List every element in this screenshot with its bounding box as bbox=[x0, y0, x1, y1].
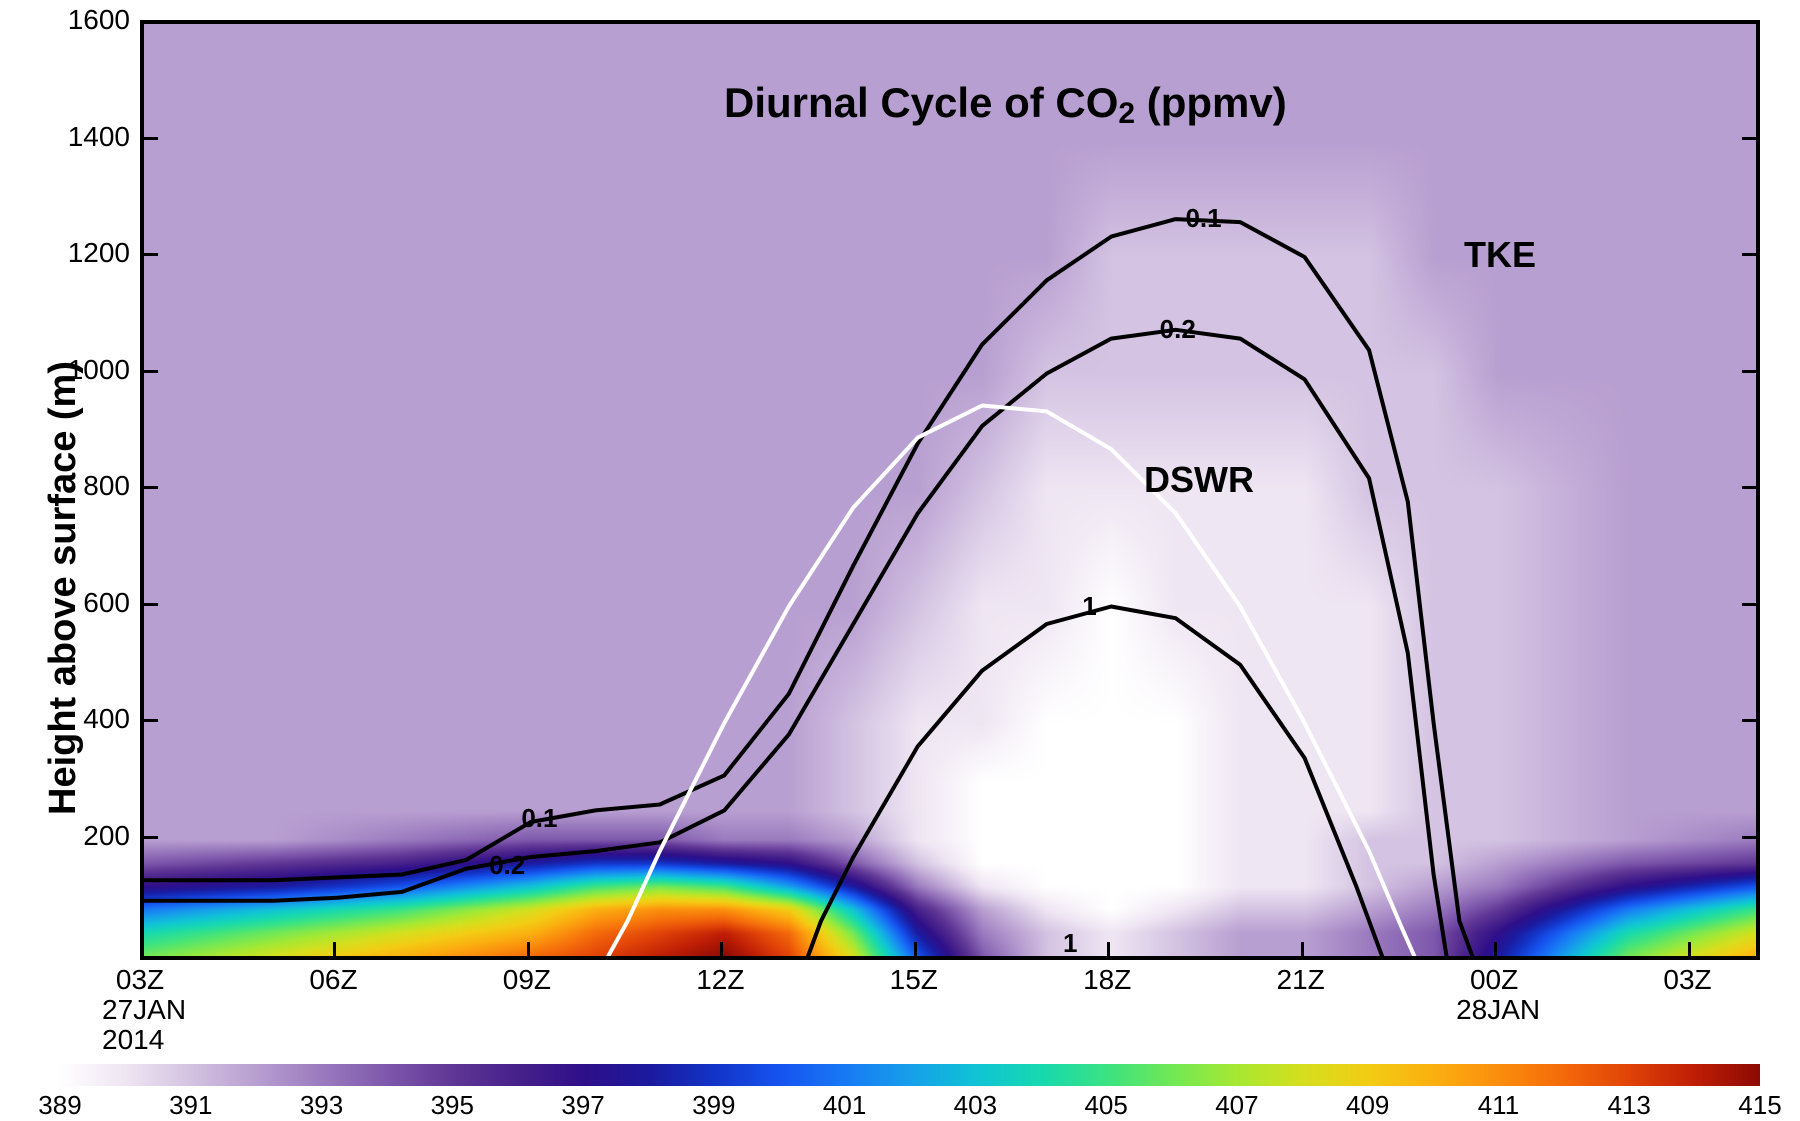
y-tick-mark-right bbox=[1742, 603, 1758, 606]
contour-label-0.2: 0.2 bbox=[487, 850, 527, 881]
x-tick-mark bbox=[1688, 942, 1691, 958]
contour-label-0.1: 0.1 bbox=[519, 803, 559, 834]
x-tick-mark bbox=[527, 942, 530, 958]
colorbar-tick-label: 399 bbox=[684, 1090, 744, 1121]
colorbar-tick-label: 393 bbox=[292, 1090, 352, 1121]
colorbar-tick-label: 391 bbox=[161, 1090, 221, 1121]
colorbar-tick-label: 403 bbox=[945, 1090, 1005, 1121]
x-tick-mark bbox=[1107, 942, 1110, 958]
x-date-label: 2014 bbox=[102, 1024, 302, 1056]
y-tick-mark bbox=[142, 486, 158, 489]
x-tick-mark bbox=[1301, 942, 1304, 958]
y-tick-label: 200 bbox=[30, 820, 130, 852]
x-tick-label: 03Z bbox=[1628, 964, 1748, 996]
colorbar-tick-label: 405 bbox=[1076, 1090, 1136, 1121]
contour-label-0.2: 0.2 bbox=[1158, 314, 1198, 345]
colorbar-tick-label: 407 bbox=[1207, 1090, 1267, 1121]
annotation-dswr: DSWR bbox=[1144, 459, 1254, 501]
x-tick-label: 15Z bbox=[854, 964, 974, 996]
x-tick-mark bbox=[720, 942, 723, 958]
x-tick-label: 06Z bbox=[273, 964, 393, 996]
x-tick-mark bbox=[140, 942, 143, 958]
colorbar-tick-label: 413 bbox=[1599, 1090, 1659, 1121]
y-tick-label: 1200 bbox=[30, 237, 130, 269]
y-tick-mark-right bbox=[1742, 20, 1758, 23]
contour-label-1: 1 bbox=[1061, 928, 1079, 959]
heatmap-canvas bbox=[144, 24, 1756, 956]
colorbar-tick-label: 401 bbox=[815, 1090, 875, 1121]
y-tick-label: 600 bbox=[30, 587, 130, 619]
annotation-tke: TKE bbox=[1464, 234, 1536, 276]
y-tick-mark bbox=[142, 603, 158, 606]
y-tick-mark bbox=[142, 20, 158, 23]
x-tick-label: 09Z bbox=[467, 964, 587, 996]
y-tick-label: 800 bbox=[30, 470, 130, 502]
contour-label-1: 1 bbox=[1080, 591, 1098, 622]
contour-label-0.1: 0.1 bbox=[1183, 203, 1223, 234]
y-tick-mark-right bbox=[1742, 370, 1758, 373]
x-tick-mark bbox=[914, 942, 917, 958]
y-tick-label: 1600 bbox=[30, 4, 130, 36]
colorbar-tick-label: 409 bbox=[1338, 1090, 1398, 1121]
x-tick-mark bbox=[333, 942, 336, 958]
y-tick-mark bbox=[142, 370, 158, 373]
y-tick-label: 400 bbox=[30, 703, 130, 735]
y-tick-label: 1400 bbox=[30, 121, 130, 153]
y-tick-mark-right bbox=[1742, 719, 1758, 722]
y-tick-label: 1000 bbox=[30, 354, 130, 386]
colorbar-tick-label: 397 bbox=[553, 1090, 613, 1121]
figure-root: Height above surface (m) Diurnal Cycle o… bbox=[0, 0, 1800, 1121]
y-tick-mark bbox=[142, 253, 158, 256]
x-tick-label: 12Z bbox=[660, 964, 780, 996]
colorbar-canvas bbox=[60, 1064, 1760, 1086]
colorbar-tick-label: 395 bbox=[422, 1090, 482, 1121]
colorbar bbox=[60, 1064, 1760, 1086]
y-tick-mark bbox=[142, 137, 158, 140]
x-tick-label: 18Z bbox=[1047, 964, 1167, 996]
x-tick-mark bbox=[1494, 942, 1497, 958]
x-tick-label: 21Z bbox=[1241, 964, 1361, 996]
plot-area: Diurnal Cycle of CO2 (ppmv) TKE DSWR 0.1… bbox=[140, 20, 1760, 960]
colorbar-tick-label: 389 bbox=[30, 1090, 90, 1121]
x-tick-label: 03Z bbox=[80, 964, 200, 996]
y-tick-mark bbox=[142, 836, 158, 839]
y-tick-mark-right bbox=[1742, 836, 1758, 839]
y-tick-mark-right bbox=[1742, 486, 1758, 489]
y-tick-mark-right bbox=[1742, 137, 1758, 140]
x-date-label: 28JAN bbox=[1456, 994, 1656, 1026]
x-tick-label: 00Z bbox=[1434, 964, 1554, 996]
chart-title: Diurnal Cycle of CO2 (ppmv) bbox=[724, 79, 1287, 127]
x-date-label: 27JAN bbox=[102, 994, 302, 1026]
colorbar-tick-label: 415 bbox=[1730, 1090, 1790, 1121]
y-tick-mark bbox=[142, 719, 158, 722]
colorbar-tick-label: 411 bbox=[1468, 1090, 1528, 1121]
y-tick-mark-right bbox=[1742, 253, 1758, 256]
